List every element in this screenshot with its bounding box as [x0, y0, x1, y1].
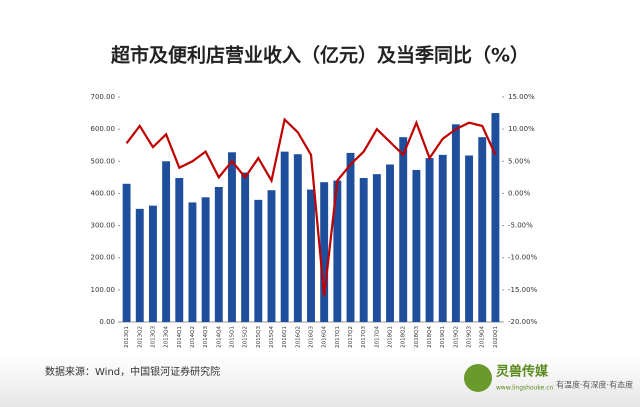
- chart-title: 超市及便利店营业收入（亿元）及当季同比（%）: [110, 44, 529, 67]
- y2-tick-label: -10.00%: [508, 254, 538, 262]
- bar: [320, 182, 329, 322]
- x-tick-label: 2015Q1: [229, 326, 235, 348]
- bar: [491, 113, 500, 322]
- x-tick-label: 2019Q2: [453, 326, 459, 348]
- brand-url: www.lingshouke.cn: [496, 385, 554, 392]
- x-tick-label: 2017Q3: [361, 326, 367, 348]
- y2-tick-label: -20.00%: [508, 318, 538, 326]
- bar: [241, 172, 250, 322]
- x-tick-label: 2019Q3: [467, 326, 473, 348]
- x-tick-label: 2018Q2: [401, 326, 407, 348]
- x-tick-label: 2013Q3: [150, 326, 156, 348]
- bar: [214, 187, 223, 322]
- x-tick-label: 2016Q1: [282, 326, 288, 348]
- y-tick-label: 300.00: [91, 222, 116, 230]
- x-tick-label: 2019Q1: [440, 326, 446, 348]
- x-tick-label: 2020Q1: [493, 326, 499, 348]
- bar: [293, 154, 302, 322]
- x-tick-label: 2014Q2: [190, 326, 196, 348]
- y-tick-label: 200.00: [91, 254, 116, 262]
- y-tick-label: 400.00: [91, 189, 116, 197]
- bar: [333, 180, 342, 322]
- bar: [399, 137, 408, 322]
- bar: [267, 190, 276, 322]
- y-tick-label: 100.00: [91, 286, 116, 294]
- bar: [412, 169, 421, 322]
- bar: [307, 189, 315, 322]
- x-tick-label: 2016Q2: [295, 326, 301, 348]
- bar: [280, 151, 289, 322]
- bar: [372, 174, 381, 322]
- y2-tick-label: -15.00%: [508, 286, 538, 294]
- bar: [425, 158, 434, 322]
- bar: [148, 205, 157, 322]
- bar: [162, 161, 171, 322]
- y-tick-label: 700.00: [91, 93, 116, 101]
- y-tick-label: 500.00: [91, 157, 116, 165]
- x-tick-label: 2013Q1: [124, 326, 130, 348]
- y2-tick-label: 0.00%: [508, 189, 531, 197]
- x-tick-label: 2015Q4: [269, 326, 275, 348]
- x-tick-label: 2018Q1: [388, 326, 394, 348]
- x-tick-label: 2014Q3: [203, 326, 209, 348]
- bar: [359, 178, 368, 322]
- bar: [386, 164, 394, 322]
- x-tick-label: 2017Q2: [348, 326, 354, 348]
- bar: [188, 202, 197, 322]
- x-tick-label: 2018Q3: [414, 326, 420, 348]
- x-tick-label: 2017Q1: [335, 326, 341, 348]
- bar: [135, 208, 144, 322]
- bar: [465, 155, 474, 322]
- x-tick-label: 2014Q1: [177, 326, 183, 348]
- x-tick-label: 2016Q4: [322, 326, 328, 348]
- x-tick-label: 2014Q4: [216, 326, 222, 348]
- bar: [254, 199, 263, 322]
- y2-tick-label: 10.00%: [508, 125, 535, 133]
- bar: [122, 183, 131, 322]
- y2-tick-label: -5.00%: [508, 222, 533, 230]
- x-tick-label: 2013Q2: [137, 326, 143, 348]
- brand-name: 灵兽传媒: [496, 364, 549, 380]
- x-tick-label: 2016Q3: [309, 326, 315, 348]
- bar: [438, 154, 447, 322]
- brand-slogan: 有温度·有深度·有态度: [556, 380, 633, 390]
- bar: [228, 152, 236, 322]
- y-tick-label: 0.00: [99, 318, 115, 326]
- y-tick-label: 600.00: [91, 125, 116, 133]
- bar: [451, 124, 460, 322]
- bar: [201, 197, 210, 322]
- bar: [346, 152, 355, 322]
- x-tick-label: 2017Q4: [374, 326, 380, 348]
- bar: [175, 178, 184, 322]
- y2-tick-label: 15.00%: [508, 93, 535, 101]
- source-note: 数据来源：Wind，中国银河证券研究院: [45, 365, 220, 378]
- x-tick-label: 2015Q2: [243, 326, 249, 348]
- x-tick-label: 2019Q4: [480, 326, 486, 348]
- logo-icon: [464, 364, 492, 392]
- y2-tick-label: 5.00%: [508, 157, 531, 165]
- x-tick-label: 2015Q3: [256, 326, 262, 348]
- bar: [478, 137, 487, 322]
- footer-band: [0, 355, 640, 407]
- x-tick-label: 2018Q4: [427, 326, 433, 348]
- line: [125, 117, 497, 297]
- x-tick-label: 2013Q4: [164, 326, 170, 348]
